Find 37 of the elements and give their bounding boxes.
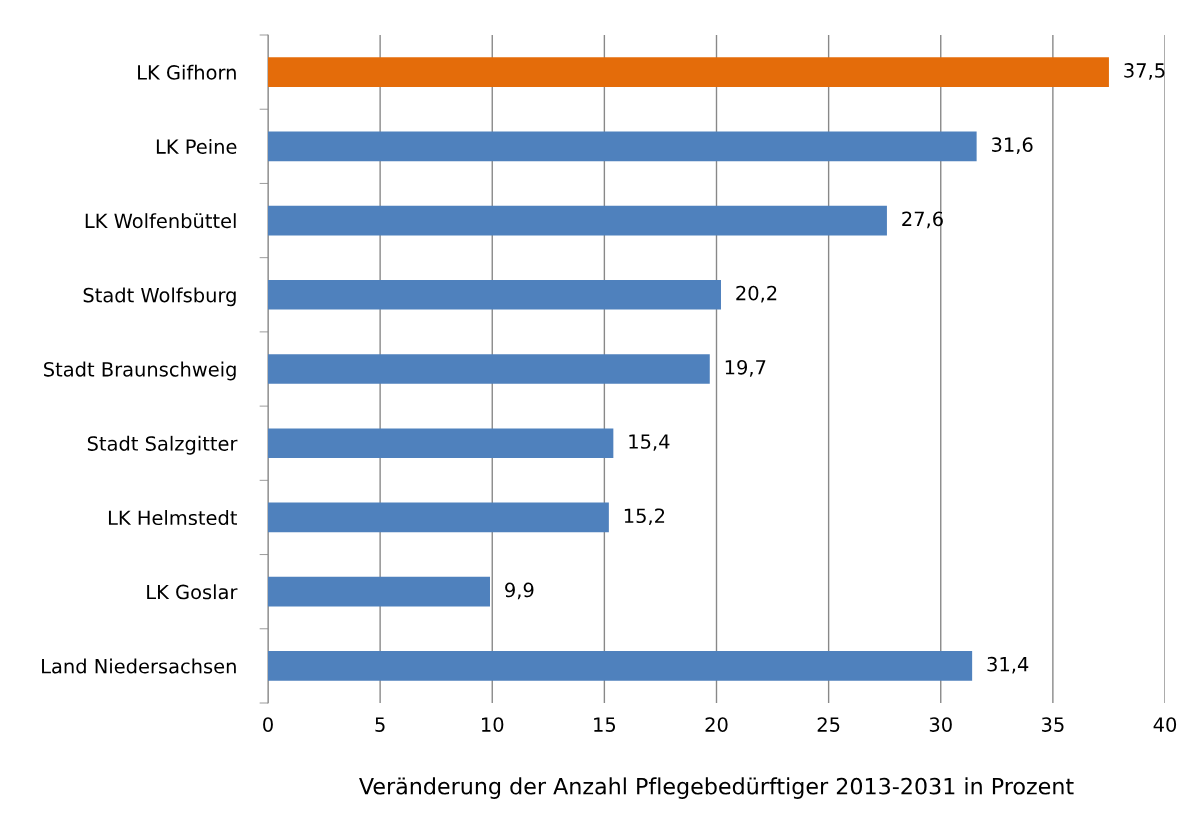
y-tick-label: Stadt Salzgitter	[87, 435, 238, 455]
bar	[268, 502, 609, 533]
y-tick-label: Stadt Braunschweig	[44, 361, 236, 381]
bar	[268, 651, 973, 681]
x-tick-label: 40	[1153, 717, 1177, 732]
x-tick-label: 15	[594, 717, 616, 732]
x-axis-title: Veränderung der Anzahl Pflegebedürftiger 2013-2031 in Prozent	[359, 777, 1074, 799]
data-label: 27,6	[902, 211, 943, 229]
x-tick-label: 5	[375, 717, 385, 732]
data-label: 9,9	[505, 582, 534, 600]
data-label: 15,4	[629, 434, 670, 451]
x-tick-label: 10	[482, 717, 504, 732]
bar	[268, 279, 721, 310]
data-label: 15,2	[624, 508, 665, 526]
y-tick-label: Stadt Wolfsburg	[83, 287, 236, 307]
x-tick-label: 35	[1041, 717, 1064, 732]
y-tick-label: LK Helmstedt	[108, 510, 237, 526]
x-tick-label: 30	[929, 717, 952, 732]
x-tick-label: 25	[817, 717, 840, 732]
bar	[268, 131, 977, 162]
data-label: 20,2	[736, 285, 777, 303]
y-tick-label: LK Gifhorn	[138, 64, 236, 80]
x-tick-label: 0	[263, 717, 273, 732]
x-tick-label: 20	[705, 717, 728, 732]
y-tick-label: LK Goslar	[147, 584, 238, 600]
bar	[268, 57, 1109, 87]
data-label: 31,4	[987, 656, 1029, 674]
y-tick-label: Land Niedersachsen	[42, 658, 236, 674]
data-label: 19,7	[725, 359, 766, 377]
bar	[268, 205, 887, 236]
data-label: 37,5	[1124, 63, 1165, 80]
y-tick-label: LK Peine	[156, 138, 237, 154]
bar	[268, 428, 614, 459]
data-label: 31,6	[992, 137, 1033, 154]
bar	[268, 354, 710, 384]
bar	[268, 576, 491, 607]
y-tick-label: LK Wolfenbüttel	[85, 213, 236, 229]
